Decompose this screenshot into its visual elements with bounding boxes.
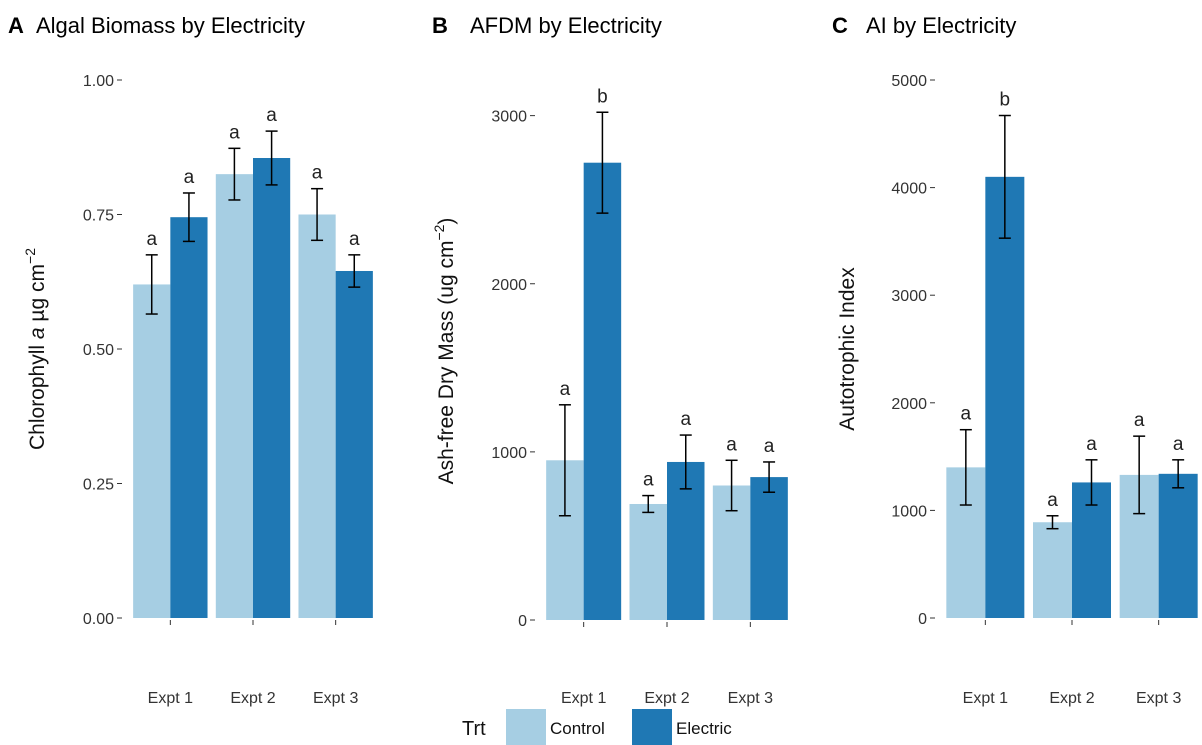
bar-electric <box>170 217 208 618</box>
significance-label: a <box>680 409 691 430</box>
y-tick-label: 0 <box>518 613 527 630</box>
chart-title: AI by Electricity <box>866 13 1016 38</box>
significance-label: b <box>1000 90 1011 111</box>
bar-control <box>298 214 336 618</box>
significance-label: a <box>1047 490 1058 511</box>
y-tick-label: 3000 <box>491 109 527 126</box>
y-tick-label: 4000 <box>891 181 927 198</box>
y-tick-label: 0.00 <box>83 611 114 628</box>
significance-label: a <box>312 163 323 184</box>
x-tick-label: Expt 2 <box>230 690 275 707</box>
chart-title: AFDM by Electricity <box>470 13 662 38</box>
significance-label: a <box>1134 410 1145 431</box>
legend: Trt Control Electric <box>462 709 732 745</box>
significance-label: a <box>146 229 157 250</box>
x-tick-label: Expt 2 <box>644 690 689 707</box>
significance-label: a <box>961 404 972 425</box>
y-tick-label: 1000 <box>491 445 527 462</box>
y-tick-label: 0.50 <box>83 342 114 359</box>
panel-tag: C <box>832 13 848 38</box>
bar-electric <box>985 176 1025 618</box>
bar-control <box>133 284 171 618</box>
y-tick-label: 0.75 <box>83 208 114 225</box>
y-tick-label: 1000 <box>891 503 927 520</box>
x-tick-label: Expt 1 <box>148 690 193 707</box>
significance-label: a <box>184 167 195 188</box>
y-tick-label: 1.00 <box>83 73 114 90</box>
x-tick-label: Expt 3 <box>728 690 773 707</box>
y-tick-label: 0 <box>918 611 927 628</box>
panel-b: B AFDM by Electricity 0 1000 2000 3000 Ash-fre… <box>431 13 788 707</box>
bar-electric <box>750 477 788 620</box>
panel-c: C AI by Electricity 0 1000 2000 3000 4000 5000 A… <box>832 13 1198 707</box>
legend-swatch-electric <box>632 709 672 745</box>
panel-a: A Algal Biomass by Electricity 0.00 0.25 0.5… <box>8 13 373 707</box>
bar-control <box>1033 522 1072 618</box>
y-tick-label: 0.25 <box>83 477 114 494</box>
bar-electric <box>583 162 622 620</box>
bar-electric <box>253 158 291 618</box>
y-axis-title: Autotrophic Index <box>836 267 859 431</box>
x-tick-label: Expt 2 <box>1049 690 1094 707</box>
significance-label: b <box>597 86 608 107</box>
bar-control <box>215 174 253 618</box>
significance-label: a <box>1086 434 1097 455</box>
y-axis-title: Chlorophyll a µg cm−2 <box>22 248 49 450</box>
panel-tag: A <box>8 13 24 38</box>
significance-label: a <box>266 105 277 126</box>
significance-label: a <box>726 434 737 455</box>
significance-label: a <box>229 122 240 143</box>
y-tick-label: 3000 <box>891 288 927 305</box>
legend-swatch-control <box>506 709 546 745</box>
significance-label: a <box>643 470 654 491</box>
x-tick-label: Expt 1 <box>963 690 1008 707</box>
y-tick-label: 5000 <box>891 73 927 90</box>
y-tick-label: 2000 <box>891 396 927 413</box>
x-tick-label: Expt 3 <box>313 690 358 707</box>
panel-tag: B <box>432 13 448 38</box>
chart-title: Algal Biomass by Electricity <box>36 13 305 38</box>
y-tick-label: 2000 <box>491 277 527 294</box>
bar-control <box>629 503 667 620</box>
legend-title: Trt <box>462 718 486 740</box>
bar-electric <box>1158 473 1198 618</box>
legend-label-control: Control <box>550 719 605 738</box>
x-tick-label: Expt 3 <box>1136 690 1181 707</box>
legend-label-electric: Electric <box>676 719 732 738</box>
bar-electric <box>335 270 373 618</box>
significance-label: a <box>349 229 360 250</box>
y-axis-title: Ash-free Dry Mass (ug cm−2) <box>431 218 458 485</box>
significance-label: a <box>560 379 571 400</box>
x-tick-label: Expt 1 <box>561 690 606 707</box>
significance-label: a <box>1173 434 1184 455</box>
significance-label: a <box>764 436 775 457</box>
